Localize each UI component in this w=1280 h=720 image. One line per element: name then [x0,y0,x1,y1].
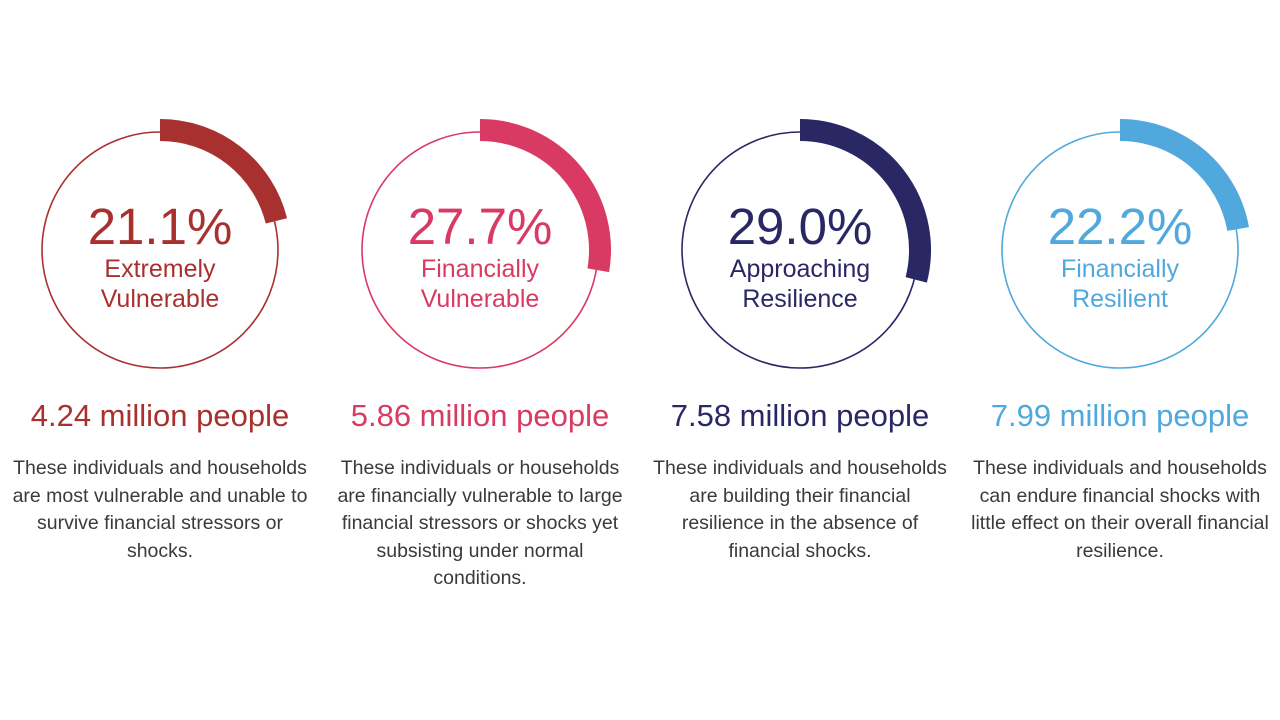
segment-description: These individuals or households are fina… [337,457,623,589]
donut-ring [1001,131,1239,369]
donut-chart: 29.0% Approaching Resilience [640,0,960,400]
category-label-line-1: Financially [1061,255,1180,283]
percent-label: 29.0% [728,198,873,255]
donut-svg: 22.2% Financially Resilient [1001,119,1249,369]
category-label-line-2: Resilient [1072,285,1168,313]
donut-arc [479,119,611,273]
percent-label: 21.1% [88,198,233,255]
segment-card-financially-vulnerable: 27.7% Financially Vulnerable 5.86 millio… [320,0,640,720]
donut-arc [799,119,931,283]
segment-card-extremely-vulnerable: 21.1% Extremely Vulnerable 4.24 million … [0,0,320,720]
donut-svg: 21.1% Extremely Vulnerable [41,119,288,369]
segment-description: These individuals and households are bui… [653,457,947,562]
category-label-line-2: Resilience [742,285,857,313]
category-label-line-2: Vulnerable [421,285,540,313]
people-count: 7.58 million people [670,398,930,433]
donut-svg: 29.0% Approaching Resilience [681,119,931,369]
people-count: 4.24 million people [30,398,290,433]
donut-ring [41,131,279,369]
segment-description: These individuals and households are mos… [12,457,308,562]
segment-card-financially-resilient: 22.2% Financially Resilient 7.99 million… [960,0,1280,720]
donut-chart: 22.2% Financially Resilient [960,0,1280,400]
category-label-line-1: Extremely [104,255,216,283]
donut-chart: 27.7% Financially Vulnerable [320,0,640,400]
category-label-line-1: Approaching [730,255,870,283]
donut-arc [159,119,288,224]
category-label-line-1: Financially [421,255,540,283]
percent-label: 27.7% [408,198,553,255]
segment-card-approaching-resilience: 29.0% Approaching Resilience 7.58 millio… [640,0,960,720]
category-label-line-2: Vulnerable [101,285,220,313]
donut-arc [1119,119,1249,232]
donut-chart: 21.1% Extremely Vulnerable [0,0,320,400]
percent-label: 22.2% [1048,198,1193,255]
people-count: 7.99 million people [990,398,1250,433]
donut-svg: 27.7% Financially Vulnerable [361,119,611,369]
segment-description: These individuals and households can end… [971,457,1269,562]
people-count: 5.86 million people [350,398,610,433]
